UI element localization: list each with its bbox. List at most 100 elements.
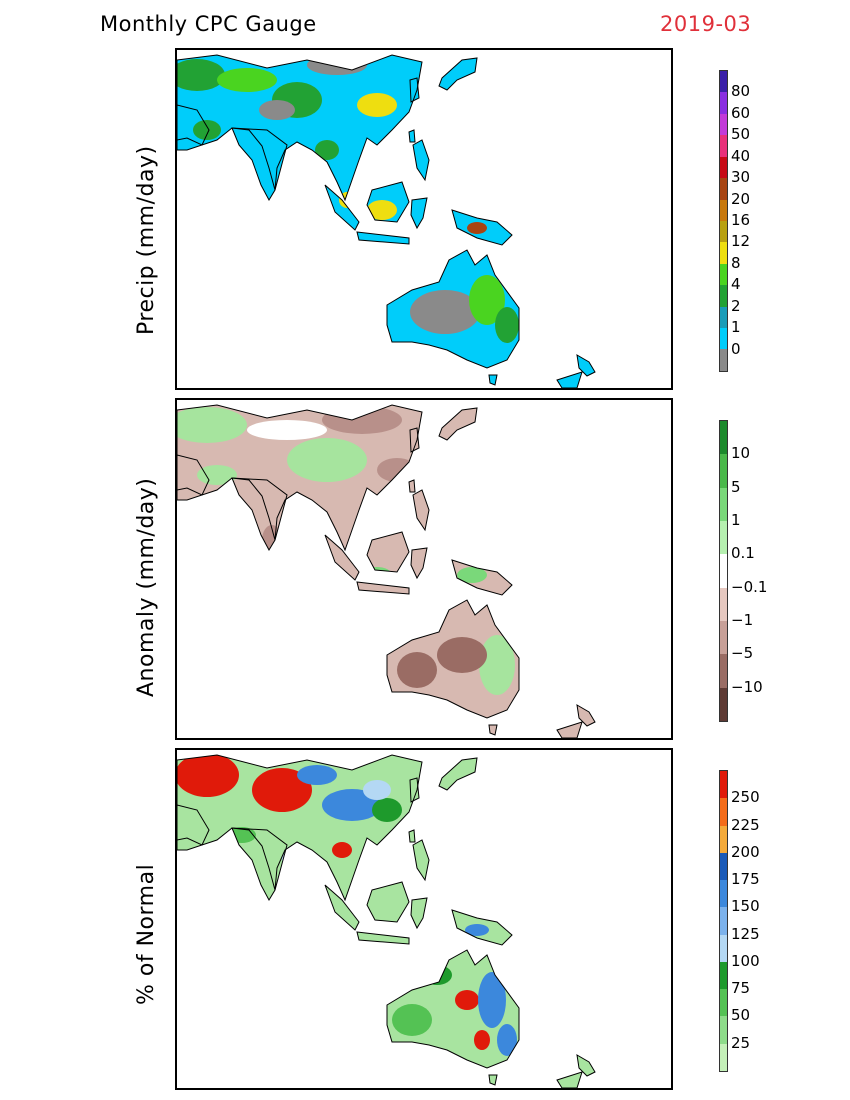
anomaly-colorbar-tick-label: 0.1 xyxy=(731,544,755,563)
anomaly-coast-india xyxy=(231,477,288,552)
precip-coast-india xyxy=(231,127,288,202)
anomaly-colorbar-tick-label: −0.1 xyxy=(731,577,768,596)
precip-coast-new-zealand-s xyxy=(556,371,583,388)
percent-region-9 xyxy=(455,990,479,1010)
percent-region-2 xyxy=(297,765,337,785)
anomaly-coast-taiwan xyxy=(408,479,416,493)
percent-colorbar-tick-label: 75 xyxy=(731,979,751,998)
anomaly-land-new-zealand-s xyxy=(557,722,582,738)
percent-map-panel xyxy=(175,748,673,1090)
percent-colorbar-tick-label: 225 xyxy=(731,815,760,834)
precip-region-3 xyxy=(307,55,367,75)
precip-region-0 xyxy=(177,59,225,91)
anomaly-coast-japan xyxy=(438,407,478,441)
percent-colorbar xyxy=(719,770,728,1072)
precip-land-sulawesi xyxy=(411,198,427,228)
percent-value-regions xyxy=(177,755,517,1056)
precip-colorbar-tick-label: 4 xyxy=(731,275,741,294)
percent-region-14 xyxy=(422,965,452,985)
anomaly-colorbar-segment xyxy=(720,587,727,621)
percent-land-taiwan xyxy=(409,830,415,842)
percent-colorbar-tick-label: 150 xyxy=(731,897,760,916)
anomaly-region-10 xyxy=(197,465,237,485)
precip-coast-sumatra xyxy=(324,184,360,231)
anomaly-map-panel xyxy=(175,398,673,740)
anomaly-colorbar-segment xyxy=(720,421,727,455)
percent-colorbar-segment xyxy=(720,852,727,881)
precip-colorbar-segment xyxy=(720,113,727,136)
percent-region-1 xyxy=(252,768,312,812)
precip-colorbar-segment xyxy=(720,349,727,371)
percent-coast-australia xyxy=(386,949,520,1069)
precip-colorbar-segment xyxy=(720,306,727,329)
percent-land-java xyxy=(357,932,409,944)
anomaly-colorbar-segment xyxy=(720,454,727,488)
anomaly-colorbar-segment xyxy=(720,520,727,555)
chart-title: Monthly CPC Gauge xyxy=(100,12,317,36)
anomaly-land-korea xyxy=(410,428,419,452)
anomaly-coast-sumatra xyxy=(324,534,360,581)
percent-colorbar-tick-label: 200 xyxy=(731,842,760,861)
percent-colorbar-segment xyxy=(720,825,727,853)
precip-land-java xyxy=(357,232,409,244)
percent-colorbar-segment xyxy=(720,798,727,826)
anomaly-coast-australia xyxy=(386,599,520,719)
percent-colorbar-segment xyxy=(720,907,727,935)
anomaly-colorbar-tick-label: −5 xyxy=(731,644,754,663)
percent-region-12 xyxy=(474,1030,490,1050)
anomaly-region-3 xyxy=(322,406,402,434)
precip-region-9 xyxy=(467,222,487,234)
precip-colorbar-segment xyxy=(720,92,727,114)
precip-colorbar xyxy=(719,70,728,372)
percent-region-3 xyxy=(322,789,382,821)
precip-colorbar-segment xyxy=(720,156,727,179)
anomaly-colorbar xyxy=(719,420,728,722)
precip-region-8 xyxy=(367,200,397,220)
precip-region-15 xyxy=(193,120,221,140)
anomaly-region-2 xyxy=(287,438,367,482)
precip-coast-new-guinea xyxy=(451,209,513,246)
precip-ylabel: Precip (mm/day) xyxy=(134,145,159,335)
anomaly-land-sulawesi xyxy=(411,548,427,578)
precip-colorbar-tick-label: 40 xyxy=(731,146,751,165)
precip-region-10 xyxy=(410,290,480,334)
precip-colorbar-tick-label: 2 xyxy=(731,296,741,315)
precip-coast-java xyxy=(356,231,410,245)
precip-coast-arabia xyxy=(177,104,210,151)
anomaly-colorbar-segment xyxy=(720,554,727,588)
precip-colorbar-tick-label: 8 xyxy=(731,253,741,272)
percent-coast-india xyxy=(231,827,288,902)
anomaly-coast-sulawesi xyxy=(410,547,428,580)
precip-land-korea xyxy=(410,78,419,102)
precip-colorbar-segment xyxy=(720,220,727,243)
precip-region-11 xyxy=(469,275,505,325)
precip-region-6 xyxy=(315,140,339,160)
anomaly-land-new-zealand-n xyxy=(577,705,595,726)
anomaly-land-borneo xyxy=(367,532,409,572)
percent-colorbar-segment xyxy=(720,989,727,1017)
percent-land-korea xyxy=(410,778,419,802)
precip-colorbar-tick-label: 20 xyxy=(731,189,751,208)
percent-colorbar-segment xyxy=(720,771,727,799)
percent-coast-japan xyxy=(438,757,478,791)
precip-land-new-zealand-s xyxy=(557,372,582,388)
precip-colorbar-tick-label: 80 xyxy=(731,82,751,101)
anomaly-colorbar-tick-label: 10 xyxy=(731,444,751,463)
percent-coast-arabia xyxy=(177,804,210,851)
precip-map xyxy=(177,54,596,388)
anomaly-region-0 xyxy=(177,407,247,443)
precip-colorbar-segment xyxy=(720,285,727,307)
precip-coast-sulawesi xyxy=(410,197,428,230)
percent-colorbar-segment xyxy=(720,961,727,990)
anomaly-land-japan xyxy=(439,408,477,440)
percent-region-13 xyxy=(392,1004,432,1036)
percent-coast-borneo xyxy=(366,881,410,923)
anomaly-coast-tasmania xyxy=(488,724,498,736)
anomaly-coast-borneo xyxy=(366,531,410,573)
precip-coast-borneo xyxy=(366,181,410,223)
percent-region-0 xyxy=(177,755,239,797)
percent-land-new-zealand-s xyxy=(557,1072,582,1088)
anomaly-coast-philippines xyxy=(412,489,430,532)
percent-land-sumatra xyxy=(325,885,359,930)
percent-region-8 xyxy=(332,842,352,858)
